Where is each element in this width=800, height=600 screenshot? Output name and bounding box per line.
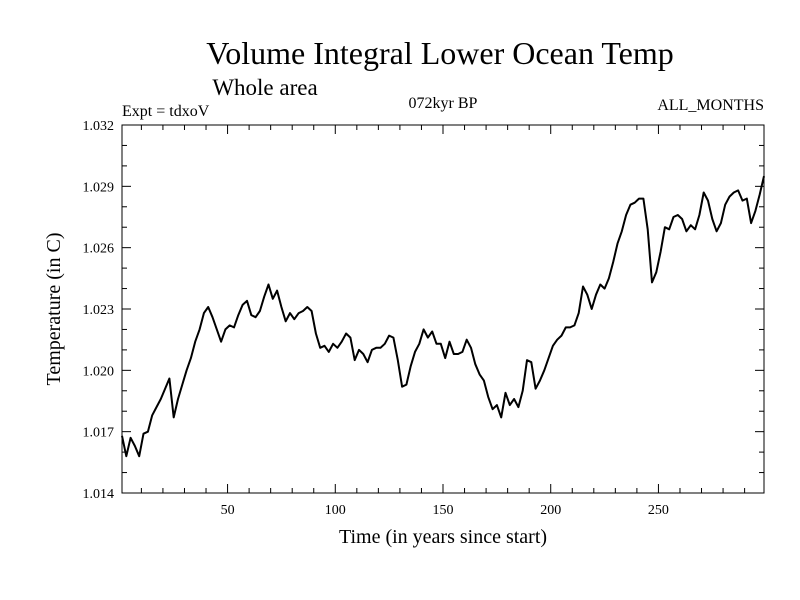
temperature-series-line bbox=[121, 175, 765, 458]
y-tick-labels: 1.014 1.017 1.020 1.023 1.026 1.029 1.032 bbox=[83, 119, 115, 502]
y-axis-label: Temperature (in C) bbox=[43, 233, 65, 386]
plot-frame bbox=[121, 124, 765, 494]
y-tick-label: 1.014 bbox=[83, 487, 115, 502]
y-tick-label: 1.020 bbox=[83, 364, 115, 379]
axis-ticks bbox=[122, 124, 764, 494]
x-tick-label: 50 bbox=[221, 503, 235, 518]
chart-subtitle: Whole area bbox=[212, 75, 317, 100]
experiment-label: Expt = tdxoV bbox=[122, 103, 210, 120]
y-tick-label: 1.017 bbox=[83, 426, 115, 441]
months-label: ALL_MONTHS bbox=[657, 97, 764, 114]
y-tick-label: 1.032 bbox=[83, 119, 115, 134]
x-tick-label: 150 bbox=[433, 503, 454, 518]
x-tick-labels: 50 100 150 200 250 bbox=[221, 503, 669, 518]
y-tick-label: 1.023 bbox=[83, 303, 115, 318]
y-tick-label: 1.026 bbox=[83, 242, 115, 257]
chart-title: Volume Integral Lower Ocean Temp bbox=[206, 35, 674, 71]
period-label: 072kyr BP bbox=[409, 95, 478, 112]
x-tick-label: 100 bbox=[325, 503, 346, 518]
x-axis-label: Time (in years since start) bbox=[339, 526, 547, 548]
y-tick-label: 1.029 bbox=[83, 180, 115, 195]
x-tick-label: 250 bbox=[648, 503, 669, 518]
x-tick-label: 200 bbox=[540, 503, 561, 518]
